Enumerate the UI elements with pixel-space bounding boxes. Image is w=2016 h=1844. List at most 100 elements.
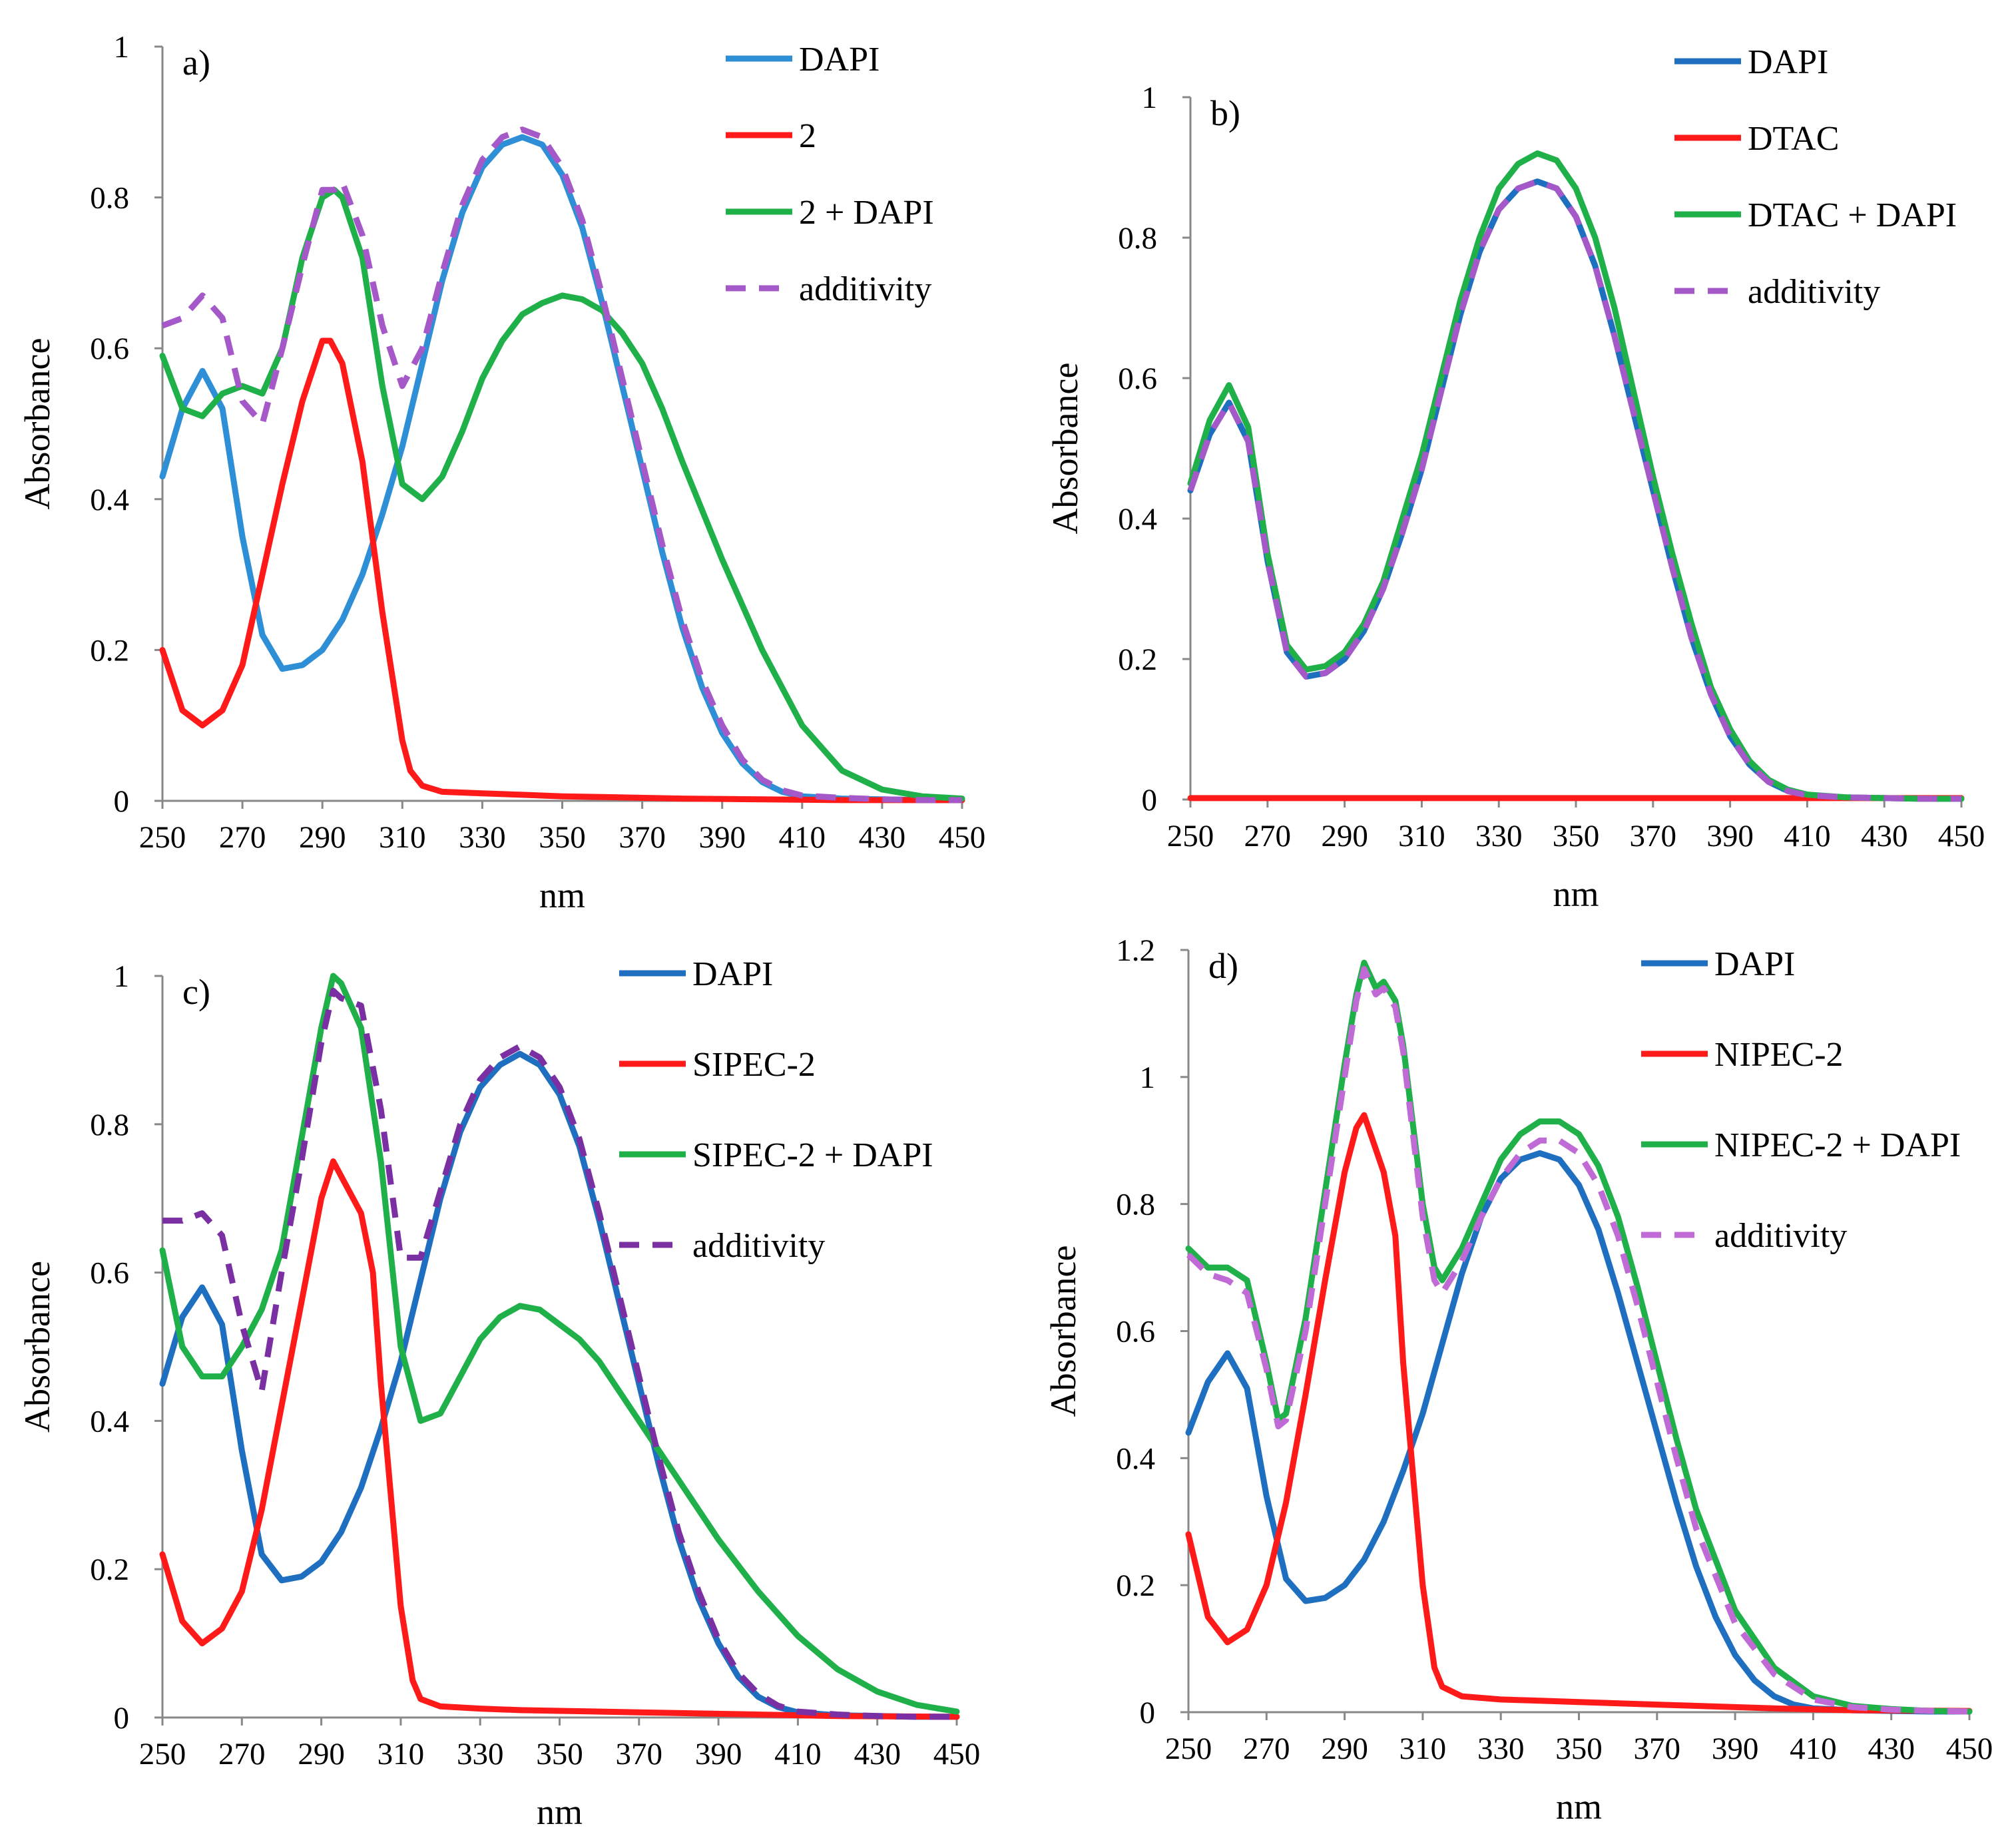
panel-label: a) <box>182 43 210 83</box>
legend-label: 2 <box>799 117 816 155</box>
panel-b: 250 270 290 310 330 350 370 390 410 430 450 0 0.2 0.4… <box>1045 43 1985 914</box>
legend-label: DAPI <box>1714 945 1795 983</box>
series-line-additivity <box>1187 178 1961 802</box>
x-tick-label: 310 <box>1399 1731 1447 1766</box>
x-tick-label: 350 <box>1553 819 1600 853</box>
x-tick-label: 410 <box>774 1737 822 1771</box>
x-tick-label: 410 <box>779 820 826 855</box>
y-tick-label: 0.6 <box>90 332 129 366</box>
y-axis-title: Absorbance <box>1043 1246 1083 1417</box>
x-tick-label: 410 <box>1784 819 1831 853</box>
y-tick-label: 1 <box>1140 1060 1156 1095</box>
x-tick-label: 290 <box>298 1737 345 1771</box>
x-tick-label: 370 <box>1634 1731 1681 1766</box>
series-line-nipec-2 <box>1185 1112 1973 1714</box>
series-line-additivity <box>161 126 962 804</box>
y-tick-label: 0 <box>114 784 130 819</box>
x-tick-label: 410 <box>1790 1731 1837 1766</box>
x-tick-label: 250 <box>1167 819 1214 853</box>
y-tick-label: 0.6 <box>90 1256 129 1291</box>
series-line-dtac-dapi <box>1187 150 1965 802</box>
x-tick-label: 290 <box>1321 819 1368 853</box>
legend-label: additivity <box>1748 273 1880 311</box>
x-tick-label: 330 <box>457 1737 504 1771</box>
series-line-sipec-2-dapi <box>159 973 960 1715</box>
x-axis-title: nm <box>1553 874 1599 914</box>
y-tick-label: 0 <box>1140 1696 1156 1730</box>
series-line-dapi <box>1185 1150 1973 1715</box>
legend-label: 2 + DAPI <box>799 194 934 232</box>
y-tick-label: 0.4 <box>1118 502 1157 537</box>
legend-label: NIPEC-2 + DAPI <box>1714 1126 1961 1164</box>
x-tick-label: 390 <box>1706 819 1754 853</box>
series-line-dapi <box>159 134 965 804</box>
x-tick-label: 250 <box>1165 1731 1212 1766</box>
x-tick-label: 350 <box>539 820 586 855</box>
x-tick-label: 330 <box>1477 1731 1525 1766</box>
x-tick-label: 270 <box>1243 1731 1290 1766</box>
x-tick-label: 450 <box>1946 1731 1993 1766</box>
series-line-nipec-2-dapi <box>1185 959 1973 1715</box>
y-tick-label: 0.6 <box>1116 1315 1155 1349</box>
y-tick-label: 0.2 <box>1116 1568 1155 1603</box>
series-line-additivity <box>1186 966 1970 1715</box>
x-tick-label: 450 <box>939 820 986 855</box>
y-axis-title: Absorbance <box>17 338 57 510</box>
y-tick-label: 1 <box>114 30 130 65</box>
x-tick-label: 310 <box>378 1737 425 1771</box>
x-tick-label: 310 <box>379 820 426 855</box>
y-tick-label: 0.8 <box>1116 1188 1155 1222</box>
panel-c: 250 270 290 310 330 350 370 390 410 430 450 0 0.2 0.4… <box>17 955 980 1832</box>
y-tick-label: 1.2 <box>1116 933 1155 968</box>
y-tick-label: 0.8 <box>1118 221 1157 256</box>
y-tick-label: 0.8 <box>90 181 129 216</box>
series-line-additivity <box>162 987 957 1720</box>
y-tick-label: 0.4 <box>90 1404 129 1439</box>
x-tick-label: 450 <box>1938 819 1985 853</box>
x-axis-title: nm <box>1556 1787 1602 1827</box>
x-tick-label: 310 <box>1398 819 1445 853</box>
y-tick-label: 0.6 <box>1118 361 1157 396</box>
panel-a: 250 270 290 310 330 350 370 390 410 430 450 0 0.2 0.4… <box>17 30 985 915</box>
series-line-sipec-2 <box>159 1158 960 1720</box>
x-tick-label: 430 <box>1861 819 1908 853</box>
x-tick-label: 270 <box>1244 819 1292 853</box>
x-tick-label: 370 <box>616 1737 663 1771</box>
legend-label: DTAC <box>1748 120 1839 158</box>
x-tick-label: 290 <box>299 820 346 855</box>
x-tick-label: 390 <box>695 1737 742 1771</box>
legend-label: additivity <box>692 1227 825 1265</box>
legend-label: additivity <box>799 270 931 308</box>
x-tick-label: 250 <box>139 820 186 855</box>
y-tick-label: 1 <box>1142 81 1158 115</box>
x-tick-label: 350 <box>1555 1731 1603 1766</box>
y-tick-label: 1 <box>114 959 130 994</box>
x-axis-title: nm <box>537 1792 583 1832</box>
y-axis-title: Absorbance <box>17 1261 57 1433</box>
y-tick-label: 0.2 <box>1118 642 1157 677</box>
x-tick-label: 430 <box>854 1737 901 1771</box>
y-tick-label: 0 <box>1142 783 1158 817</box>
x-tick-label: 330 <box>459 820 506 855</box>
x-axis-title: nm <box>539 875 585 915</box>
y-tick-label: 0.4 <box>90 483 129 517</box>
series-line-2-dapi <box>159 186 965 802</box>
panel-label: b) <box>1210 93 1240 133</box>
y-tick-label: 0.2 <box>90 633 129 668</box>
x-tick-label: 330 <box>1475 819 1523 853</box>
panel-d: 250 270 290 310 330 350 370 390 410 430 450 0 0.2 0.4… <box>1043 933 1993 1827</box>
series-line-2 <box>159 338 965 804</box>
legend-label: NIPEC-2 <box>1714 1036 1844 1074</box>
x-tick-label: 450 <box>933 1737 981 1771</box>
legend-label: additivity <box>1714 1217 1847 1255</box>
y-axis-title: Absorbance <box>1045 363 1085 535</box>
x-tick-label: 430 <box>1868 1731 1915 1766</box>
x-tick-label: 270 <box>218 1737 266 1771</box>
legend-label: SIPEC-2 <box>692 1046 816 1084</box>
x-tick-label: 270 <box>219 820 266 855</box>
x-tick-label: 370 <box>619 820 666 855</box>
panel-label: d) <box>1208 946 1238 986</box>
panel-label: c) <box>182 972 210 1012</box>
y-tick-label: 0 <box>114 1701 130 1735</box>
